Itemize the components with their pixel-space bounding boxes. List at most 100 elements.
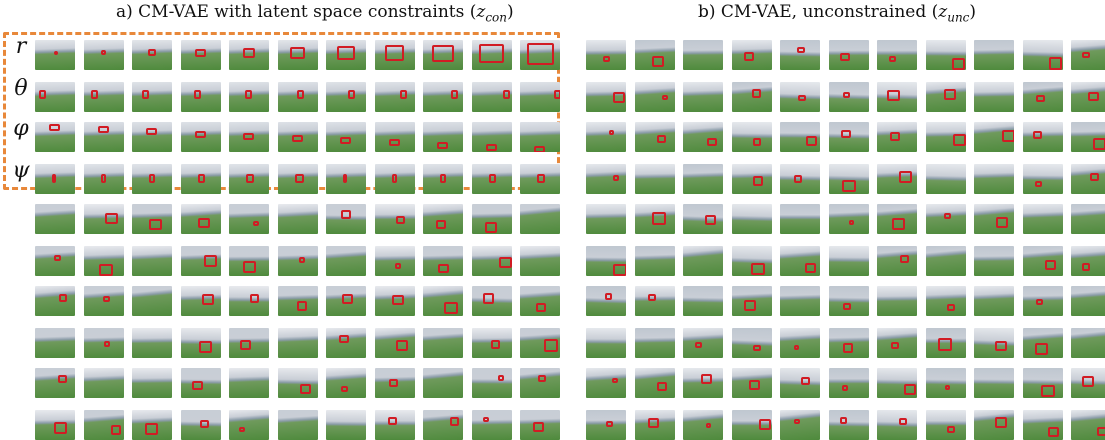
camera-view (1022, 164, 1063, 194)
gate-marker (994, 416, 1008, 429)
thumb-r-sweep (83, 40, 124, 70)
thumb-psi-sweep (83, 164, 124, 194)
camera-view (731, 82, 772, 112)
thumb-sample (471, 328, 512, 358)
gate-marker (391, 174, 397, 183)
gate-marker (887, 90, 900, 102)
panel-b-title-suffix: ) (969, 2, 977, 22)
camera-view (423, 368, 463, 398)
camera-view (1071, 328, 1105, 358)
thumb-sample (974, 164, 1014, 194)
camera-view (1071, 286, 1105, 316)
gate-marker (438, 263, 449, 274)
thumb-sample (83, 328, 124, 358)
thumb-sample (277, 204, 318, 234)
thumb-sample (326, 410, 366, 440)
gate-marker (440, 174, 446, 183)
thumb-sample (877, 40, 917, 70)
gate-marker (798, 94, 806, 102)
thumb-sample (1022, 40, 1063, 70)
thumb-sample (634, 246, 675, 276)
camera-view (471, 122, 512, 152)
thumb-sample (877, 204, 917, 234)
gate-marker (103, 341, 111, 347)
camera-view (1071, 122, 1105, 152)
camera-view (229, 368, 269, 398)
camera-view (683, 246, 723, 276)
gate-marker (58, 294, 68, 302)
camera-view (132, 368, 172, 398)
camera-view (780, 328, 820, 358)
thumb-sample (229, 286, 269, 316)
thumb-sample (1022, 204, 1063, 234)
gate-marker (839, 416, 847, 424)
gate-marker (342, 293, 354, 304)
camera-view (326, 82, 366, 112)
thumb-sample (780, 410, 820, 440)
camera-view (683, 328, 723, 358)
gate-marker (105, 212, 118, 225)
gate-marker (544, 339, 558, 352)
gate-marker (485, 143, 497, 151)
thumb-psi-sweep (132, 164, 172, 194)
thumb-sample (520, 204, 560, 234)
thumb-sample (374, 328, 415, 358)
gate-marker (240, 340, 252, 350)
camera-view (520, 164, 560, 194)
gate-marker (904, 383, 917, 395)
thumb-sample (83, 410, 124, 440)
thumb-sample (374, 204, 415, 234)
gate-marker (296, 90, 304, 99)
camera-view (731, 368, 772, 398)
camera-view (423, 328, 463, 358)
thumb-sample (229, 204, 269, 234)
camera-view (229, 122, 269, 152)
thumb-sample (1071, 368, 1105, 398)
gate-marker (1087, 91, 1099, 102)
gate-marker (538, 374, 547, 383)
gate-marker (53, 422, 67, 434)
thumb-r-sweep (520, 40, 560, 70)
thumb-sample (634, 82, 675, 112)
camera-view (828, 246, 869, 276)
thumb-r-sweep (374, 40, 415, 70)
gate-marker (536, 303, 546, 312)
camera-view (423, 246, 463, 276)
camera-view (877, 82, 917, 112)
thumb-sample (634, 368, 675, 398)
gate-marker (444, 302, 458, 315)
camera-view (471, 246, 512, 276)
thumb-sample (180, 204, 221, 234)
thumb-sample (374, 246, 415, 276)
camera-view (423, 164, 463, 194)
gate-marker (753, 176, 764, 186)
thumb-theta-sweep (520, 82, 560, 112)
camera-view (683, 82, 723, 112)
thumb-theta-sweep (83, 82, 124, 112)
gate-marker (497, 374, 505, 381)
gate-marker (392, 294, 404, 306)
gate-marker (142, 90, 149, 99)
gate-marker (100, 174, 106, 183)
thumb-sample (974, 246, 1014, 276)
camera-view (229, 40, 269, 70)
gate-marker (848, 219, 855, 225)
camera-view (974, 286, 1014, 316)
thumb-sample (828, 82, 869, 112)
thumb-theta-sweep (326, 82, 366, 112)
gate-marker (753, 344, 761, 352)
gate-marker (291, 135, 303, 142)
gate-marker (843, 92, 851, 99)
thumb-sample (828, 368, 869, 398)
camera-view (277, 286, 318, 316)
thumb-psi-sweep (423, 164, 463, 194)
thumb-sample (35, 368, 75, 398)
gate-marker (707, 137, 718, 147)
thumb-sample (925, 410, 966, 440)
gate-marker (482, 293, 495, 305)
camera-view (277, 368, 318, 398)
gate-marker (99, 263, 113, 276)
gate-marker (242, 261, 256, 273)
thumb-sample (877, 82, 917, 112)
gate-marker (1035, 180, 1043, 187)
